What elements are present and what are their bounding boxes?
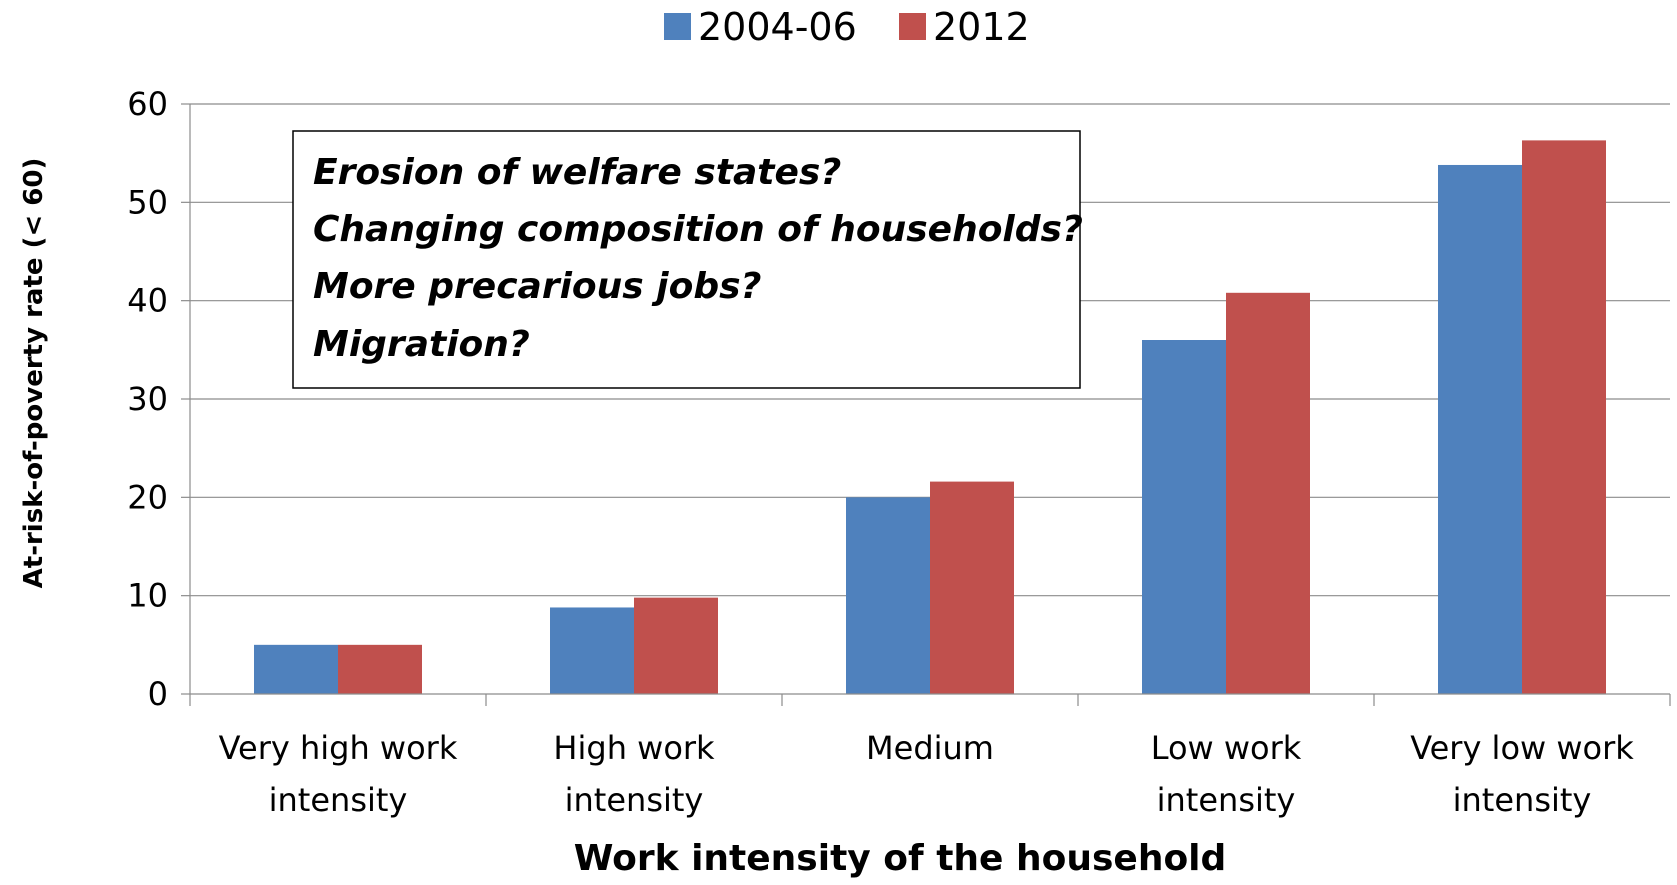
- legend-label-2012: 2012: [933, 5, 1030, 49]
- bars: [254, 140, 1606, 695]
- x-category-label: Very low work: [1410, 729, 1634, 767]
- x-category-label: Very high work: [219, 729, 458, 767]
- bar-2004-06-1: [550, 607, 634, 694]
- axes: [181, 103, 1671, 706]
- x-category-label: intensity: [269, 781, 408, 819]
- x-category-label: Low work: [1151, 729, 1302, 767]
- bar-2012-1: [634, 597, 718, 694]
- bar-2004-06-0: [254, 644, 338, 694]
- x-category-label: intensity: [1453, 781, 1592, 819]
- y-tick-label: 60: [127, 85, 168, 123]
- annotation-line: Migration?: [313, 324, 530, 365]
- x-category-labels: Very high work intensity High work intensit…: [219, 729, 1635, 819]
- y-tick-label: 50: [127, 183, 168, 221]
- legend-swatch-2004-06: [664, 13, 691, 40]
- y-tick-labels: 0 10 20 30 40 50 60: [127, 85, 168, 713]
- bar-2012-0: [338, 644, 422, 694]
- x-axis-title: Work intensity of the household: [574, 838, 1227, 879]
- bar-2004-06-4: [1438, 164, 1522, 694]
- annotation-line: Erosion of welfare states?: [313, 152, 841, 193]
- bar-2012-3: [1226, 292, 1310, 694]
- annotation-box: Erosion of welfare states? Changing comp…: [292, 130, 1083, 389]
- y-axis-title: At-risk-of-poverty rate (< 60): [19, 158, 49, 589]
- bar-2004-06-2: [846, 497, 930, 694]
- bar-2012-2: [930, 481, 1014, 694]
- y-tick-label: 20: [127, 478, 168, 516]
- y-tick-label: 0: [148, 675, 168, 713]
- legend: 2004-06 2012: [664, 5, 1030, 49]
- x-category-label: intensity: [1157, 781, 1296, 819]
- y-tick-label: 30: [127, 380, 168, 418]
- legend-swatch-2012: [899, 13, 926, 40]
- bar-2012-4: [1522, 140, 1606, 695]
- x-category-label: High work: [553, 729, 715, 767]
- annotation-line: More precarious jobs?: [313, 266, 761, 307]
- y-tick-label: 40: [127, 282, 168, 320]
- annotation-line: Changing composition of households?: [313, 209, 1083, 250]
- y-tick-label: 10: [127, 577, 168, 615]
- x-category-label: Medium: [866, 729, 994, 767]
- x-category-label: intensity: [565, 781, 704, 819]
- legend-label-2004-06: 2004-06: [698, 5, 857, 49]
- bar-2004-06-3: [1142, 340, 1226, 694]
